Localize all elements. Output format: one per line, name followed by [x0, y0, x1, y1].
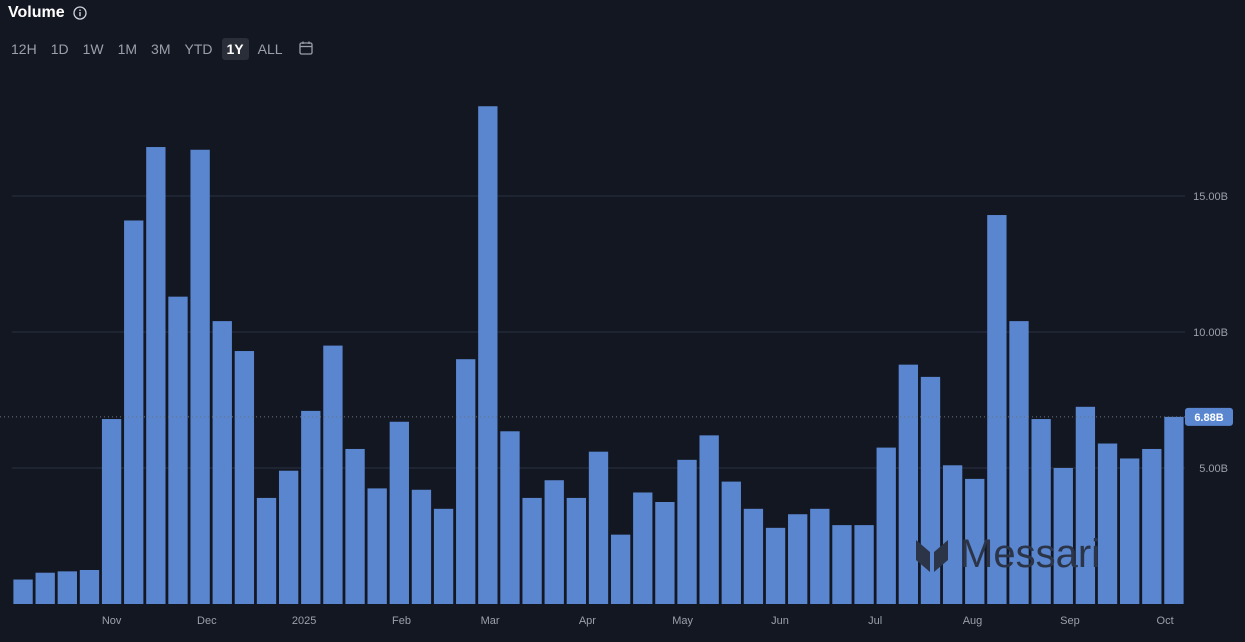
chart-title: Volume: [8, 4, 65, 21]
bar[interactable]: [1164, 416, 1184, 604]
bar[interactable]: [987, 215, 1007, 605]
bar[interactable]: [146, 147, 166, 605]
bar[interactable]: [345, 448, 365, 604]
last-value-label: 6.88B: [1194, 412, 1223, 424]
x-tick-label: Dec: [197, 615, 217, 627]
bar[interactable]: [367, 488, 387, 604]
bar[interactable]: [920, 376, 941, 604]
bar[interactable]: [456, 359, 476, 604]
range-12h-button[interactable]: 12H: [11, 41, 37, 57]
bar[interactable]: [544, 480, 564, 604]
bar[interactable]: [190, 149, 210, 604]
range-1m-button[interactable]: 1M: [117, 41, 138, 57]
bar[interactable]: [1031, 419, 1051, 604]
x-axis: Nov Dec 2025 Feb Mar Apr May Jun Jul Aug Sep Oct: [102, 615, 1174, 627]
bar[interactable]: [301, 410, 321, 604]
grid-lines: [12, 195, 1185, 469]
info-icon[interactable]: [72, 6, 87, 20]
y-tick-label: 5.00B: [1199, 463, 1228, 475]
bar[interactable]: [389, 421, 409, 604]
bar[interactable]: [854, 525, 874, 604]
x-tick-label: Apr: [579, 615, 596, 627]
x-tick-label: Feb: [392, 615, 411, 627]
range-ytd-button[interactable]: YTD: [184, 41, 213, 57]
range-3m-button[interactable]: 3M: [151, 41, 171, 57]
range-1w-button[interactable]: 1W: [82, 41, 104, 57]
bar[interactable]: [898, 364, 919, 604]
y-tick-label: 15.00B: [1193, 191, 1228, 203]
bar[interactable]: [942, 465, 963, 604]
bar[interactable]: [965, 478, 985, 604]
bar[interactable]: [566, 497, 587, 604]
bar[interactable]: [1053, 468, 1073, 604]
bar[interactable]: [1120, 458, 1140, 604]
bar[interactable]: [13, 579, 33, 604]
bar[interactable]: [699, 435, 719, 604]
x-tick-label: 2025: [292, 615, 316, 627]
bar[interactable]: [610, 534, 631, 604]
x-tick-label: Jun: [771, 615, 789, 627]
messari-logo-icon: [916, 540, 948, 572]
y-tick-label: 10.00B: [1193, 327, 1228, 339]
bar[interactable]: [433, 508, 454, 604]
range-1y-button[interactable]: 1Y: [221, 38, 249, 60]
bar[interactable]: [256, 497, 277, 604]
bar[interactable]: [35, 572, 55, 604]
x-tick-label: Oct: [1157, 615, 1174, 627]
x-tick-label: May: [672, 615, 693, 627]
bar[interactable]: [743, 508, 764, 604]
bar[interactable]: [788, 514, 808, 604]
bar[interactable]: [633, 492, 653, 604]
calendar-icon[interactable]: [298, 40, 314, 56]
y-axis: 5.00B 10.00B 15.00B: [1193, 191, 1228, 475]
bar[interactable]: [677, 459, 697, 604]
bar[interactable]: [323, 345, 343, 604]
bar[interactable]: [522, 497, 542, 604]
bar[interactable]: [212, 321, 232, 604]
bar[interactable]: [124, 220, 144, 605]
x-tick-label: Mar: [481, 615, 500, 627]
bar[interactable]: [810, 508, 830, 604]
bar[interactable]: [79, 570, 100, 604]
range-1d-button[interactable]: 1D: [50, 41, 69, 57]
bar[interactable]: [1097, 443, 1118, 604]
bar[interactable]: [832, 525, 852, 604]
bar[interactable]: [655, 502, 675, 604]
bar[interactable]: [765, 527, 786, 604]
bar[interactable]: [101, 419, 122, 604]
bar[interactable]: [478, 106, 498, 605]
chart-header: Volume: [8, 4, 87, 22]
bar[interactable]: [1142, 448, 1162, 604]
bar[interactable]: [1075, 406, 1096, 604]
x-tick-label: Aug: [963, 615, 983, 627]
time-range-selector: 12H 1D 1W 1M 3M YTD 1Y ALL: [6, 38, 314, 60]
bars: [13, 106, 1184, 605]
bar[interactable]: [876, 447, 896, 604]
bar[interactable]: [278, 470, 299, 604]
bar[interactable]: [588, 451, 609, 604]
range-all-button[interactable]: ALL: [257, 41, 283, 57]
last-value-badge: 6.88B: [1185, 407, 1233, 426]
x-tick-label: Nov: [102, 615, 122, 627]
x-tick-label: Sep: [1060, 615, 1080, 627]
messari-watermark: Messari: [960, 532, 1100, 576]
x-tick-label: Jul: [868, 615, 882, 627]
bar[interactable]: [1009, 321, 1029, 604]
bar[interactable]: [57, 571, 77, 604]
bar[interactable]: [168, 296, 188, 604]
bar[interactable]: [721, 481, 741, 604]
bar[interactable]: [411, 489, 432, 604]
bar[interactable]: [234, 351, 255, 604]
bar[interactable]: [500, 431, 520, 604]
